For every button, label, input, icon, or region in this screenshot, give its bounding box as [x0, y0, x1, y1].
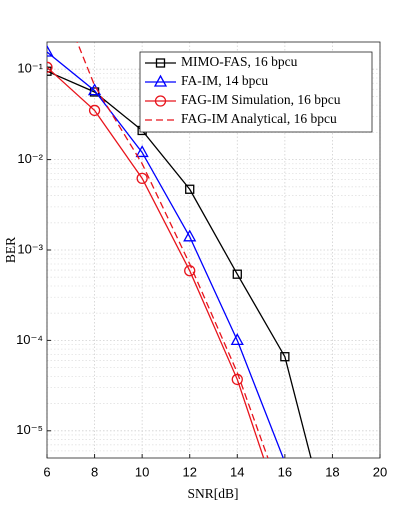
y-tick-label: 10⁻⁵ [16, 422, 43, 437]
marker [184, 265, 196, 277]
y-axis-label: BER [3, 237, 18, 263]
x-tick-label: 8 [91, 464, 98, 479]
legend-label: FA-IM, 14 bpcu [181, 73, 268, 88]
y-tick-label: 10⁻⁴ [16, 332, 43, 347]
legend-label: FAG-IM Simulation, 16 bpcu [181, 92, 341, 107]
series-line [47, 66, 265, 458]
x-tick-label: 12 [182, 464, 196, 479]
marker [185, 184, 195, 194]
y-tick-label: 10⁻³ [17, 241, 43, 256]
y-tick-label: 10⁻¹ [17, 61, 43, 76]
marker [183, 229, 197, 242]
series-line [76, 42, 269, 458]
legend-marker [153, 74, 168, 87]
x-axis-label: SNR[dB] [187, 486, 238, 501]
marker [47, 44, 54, 57]
legend-label: FAG-IM Analytical, 16 bpcu [181, 111, 337, 126]
series-line [47, 70, 312, 458]
marker [230, 333, 244, 346]
x-tick-label: 6 [43, 464, 50, 479]
marker [47, 61, 53, 73]
x-tick-label: 10 [135, 464, 149, 479]
x-tick-label: 14 [230, 464, 244, 479]
series-line [47, 51, 284, 458]
marker [280, 352, 290, 362]
x-tick-label: 18 [325, 464, 339, 479]
marker [88, 104, 101, 117]
legend-label: MIMO-FAS, 16 bpcu [181, 54, 298, 69]
marker [135, 145, 149, 158]
legend-box [139, 51, 373, 133]
y-tick-label: 10⁻² [17, 151, 43, 166]
x-tick-label: 16 [278, 464, 292, 479]
x-tick-label: 20 [373, 464, 387, 479]
legend-marker [155, 58, 166, 68]
plot-frame [46, 41, 381, 459]
marker [232, 269, 242, 279]
marker [136, 172, 148, 185]
legend-marker [154, 95, 167, 107]
plot-area [47, 42, 312, 458]
